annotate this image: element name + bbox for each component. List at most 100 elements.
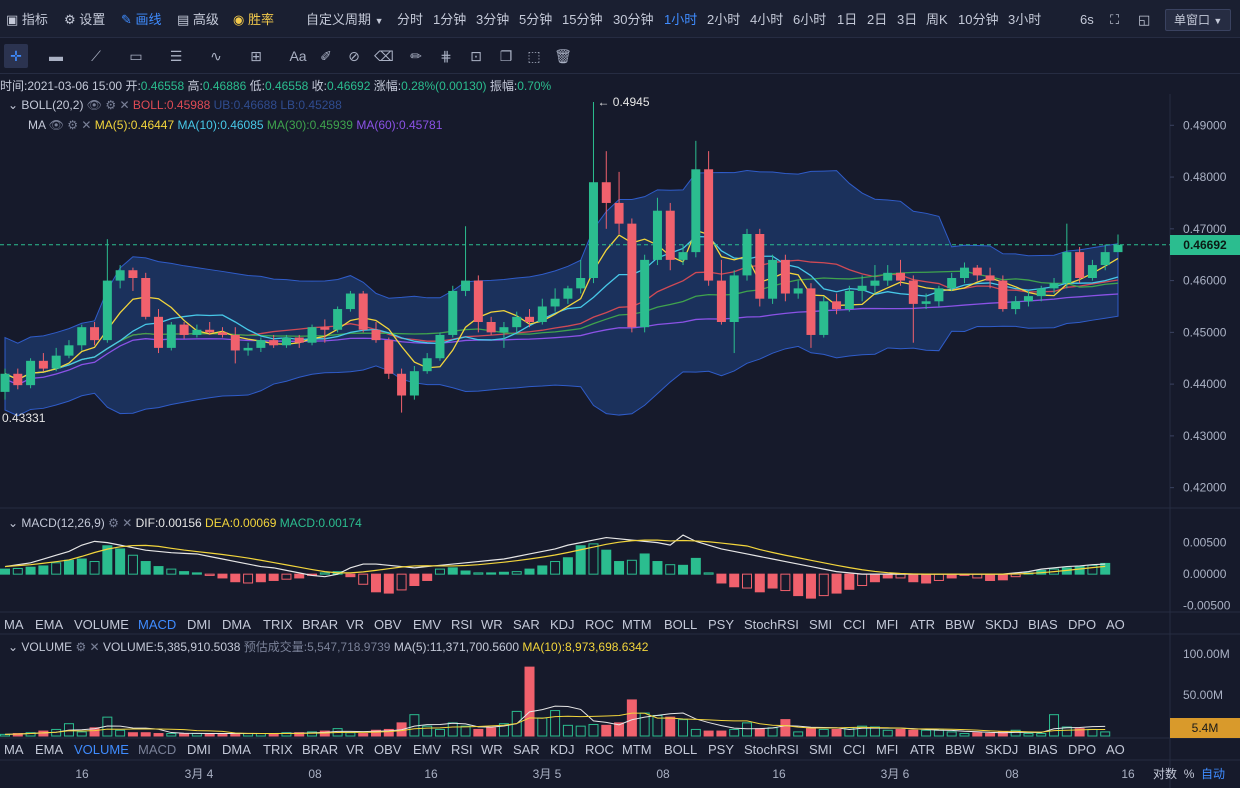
vol-tab-wr[interactable]: WR [481, 742, 503, 757]
gear-icon[interactable]: ⚙ [67, 118, 79, 132]
vol-tab-psy[interactable]: PSY [708, 742, 735, 757]
vol-tab-emv[interactable]: EMV [413, 742, 442, 757]
vol-tab-roc[interactable]: ROC [585, 742, 614, 757]
period-1[interactable]: 1分钟 [433, 12, 467, 27]
macd-tab-bbw[interactable]: BBW [945, 617, 975, 632]
vol-tab-ao[interactable]: AO [1106, 742, 1125, 757]
trendline-icon[interactable]: ⟋ [91, 48, 101, 64]
macd-tab-mtm[interactable]: MTM [622, 617, 652, 632]
period-10[interactable]: 1日 [837, 12, 858, 27]
eye-icon[interactable]: 👁 [86, 98, 103, 112]
close-icon[interactable]: ✕ [119, 98, 130, 112]
period-12[interactable]: 3日 [897, 12, 918, 27]
macd-tab-dma[interactable]: DMA [222, 617, 251, 632]
collapse-icon[interactable]: ◱ [1138, 12, 1151, 27]
eye-icon[interactable]: 👁 [48, 118, 64, 132]
capture-icon[interactable]: ⬚ [527, 48, 541, 64]
macd-tab-smi[interactable]: SMI [809, 617, 833, 632]
auto-scale-toggle[interactable]: 自动 [1201, 767, 1226, 781]
ruler-icon[interactable]: ▬ [49, 48, 63, 64]
macd-tab-brar[interactable]: BRAR [302, 617, 339, 632]
lock-icon[interactable]: ⊡ [470, 48, 482, 64]
macd-tab-cci[interactable]: CCI [843, 617, 866, 632]
wave-icon[interactable]: ∿ [210, 48, 222, 64]
macd-tab-wr[interactable]: WR [481, 617, 503, 632]
text-tool[interactable]: Aa [289, 48, 307, 64]
period-3[interactable]: 5分钟 [519, 12, 553, 27]
percent-toggle[interactable]: % [1183, 767, 1195, 781]
close-icon[interactable]: ✕ [89, 640, 100, 654]
macd-tab-kdj[interactable]: KDJ [550, 617, 575, 632]
gear-icon[interactable]: ⚙ [105, 98, 117, 112]
vol-tab-volume[interactable]: VOLUME [74, 742, 129, 757]
macd-tab-ao[interactable]: AO [1106, 617, 1125, 632]
macd-tab-bias[interactable]: BIAS [1028, 617, 1058, 632]
macd-tab-emv[interactable]: EMV [413, 617, 442, 632]
vol-tab-boll[interactable]: BOLL [664, 742, 698, 757]
parallel-lines-icon[interactable]: ☰ [169, 48, 183, 64]
vol-tab-ma[interactable]: MA [4, 742, 24, 757]
copy-icon[interactable]: ❐ [499, 48, 513, 64]
vol-tab-bbw[interactable]: BBW [945, 742, 975, 757]
period-9[interactable]: 6小时 [793, 12, 827, 27]
vol-tab-brar[interactable]: BRAR [302, 742, 339, 757]
vol-tab-dpo[interactable]: DPO [1068, 742, 1097, 757]
draw-button[interactable]: ✎ 画线 [121, 0, 162, 38]
expand-icon[interactable]: ⊞ [250, 48, 262, 64]
gear-icon[interactable]: ⚙ [75, 640, 87, 654]
vol-tab-trix[interactable]: TRIX [263, 742, 293, 757]
macd-tab-skdj[interactable]: SKDJ [985, 617, 1019, 632]
period-14[interactable]: 10分钟 [958, 12, 999, 27]
macd-tab-ma[interactable]: MA [4, 617, 24, 632]
refresh-interval[interactable]: 6s [1080, 12, 1094, 27]
trash-icon[interactable]: 🗑 [554, 48, 572, 64]
vol-tab-mfi[interactable]: MFI [876, 742, 899, 757]
vol-tab-cci[interactable]: CCI [843, 742, 866, 757]
vol-tab-macd[interactable]: MACD [138, 742, 177, 757]
pencil-icon[interactable]: ✏ [410, 48, 422, 64]
macd-tab-psy[interactable]: PSY [708, 617, 735, 632]
macd-tab-vr[interactable]: VR [346, 617, 365, 632]
macd-tab-sar[interactable]: SAR [513, 617, 540, 632]
period-6[interactable]: 1小时 [664, 12, 698, 27]
vol-tab-smi[interactable]: SMI [809, 742, 833, 757]
vol-tab-kdj[interactable]: KDJ [550, 742, 575, 757]
macd-tab-atr[interactable]: ATR [910, 617, 936, 632]
close-icon[interactable]: ✕ [81, 118, 92, 132]
vol-tab-atr[interactable]: ATR [910, 742, 936, 757]
macd-tab-obv[interactable]: OBV [374, 617, 402, 632]
macd-tab-rsi[interactable]: RSI [451, 617, 473, 632]
custom-period-dropdown[interactable]: 自定义周期 ▼ [306, 0, 384, 38]
indicator-button[interactable]: ▣ 指标 [6, 0, 48, 38]
macd-tab-ema[interactable]: EMA [35, 617, 64, 632]
settings-button[interactable]: ⚙ 设置 [64, 0, 105, 38]
period-5[interactable]: 30分钟 [613, 12, 654, 27]
macd-tab-stochrsi[interactable]: StochRSI [744, 617, 799, 632]
winrate-button[interactable]: ◉ 胜率 [233, 0, 274, 38]
vol-tab-bias[interactable]: BIAS [1028, 742, 1058, 757]
crosshair-icon[interactable]: ✛ [4, 44, 28, 68]
macd-tab-boll[interactable]: BOLL [664, 617, 698, 632]
period-13[interactable]: 周K [926, 12, 948, 27]
macd-tab-mfi[interactable]: MFI [876, 617, 899, 632]
vol-tab-dmi[interactable]: DMI [187, 742, 211, 757]
vol-tab-skdj[interactable]: SKDJ [985, 742, 1019, 757]
vol-tab-rsi[interactable]: RSI [451, 742, 473, 757]
log-scale-toggle[interactable]: 对数 [1153, 767, 1178, 781]
macd-tab-macd[interactable]: MACD [138, 617, 177, 632]
window-mode-select[interactable]: 单窗口 ▼ [1165, 9, 1232, 31]
rectangle-icon[interactable]: ▭ [129, 48, 143, 64]
period-0[interactable]: 分时 [397, 12, 424, 27]
vol-tab-stochrsi[interactable]: StochRSI [744, 742, 799, 757]
brush-icon[interactable]: ✐ [320, 48, 332, 64]
macd-tab-roc[interactable]: ROC [585, 617, 614, 632]
period-2[interactable]: 3分钟 [476, 12, 510, 27]
fullscreen-icon[interactable]: ⛶ [1110, 12, 1120, 27]
vol-tab-obv[interactable]: OBV [374, 742, 402, 757]
period-4[interactable]: 15分钟 [562, 12, 603, 27]
advanced-button[interactable]: ▤ 高级 [177, 0, 219, 38]
close-icon[interactable]: ✕ [122, 516, 133, 530]
vol-tab-ema[interactable]: EMA [35, 742, 64, 757]
period-11[interactable]: 2日 [867, 12, 888, 27]
